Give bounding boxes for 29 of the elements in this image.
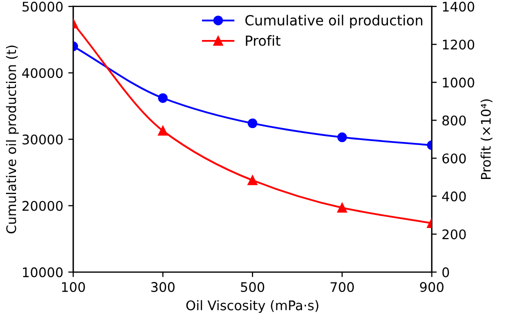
legend-label: Cumulative oil production <box>245 14 422 28</box>
x-tick-label: 300 <box>151 282 175 292</box>
y-tick-label: 20000 <box>22 200 63 211</box>
y-tick-label: 40000 <box>22 68 63 78</box>
x-tick-label: 500 <box>240 282 264 292</box>
y-tick-label: 30000 <box>22 134 63 144</box>
x-tick-label: 700 <box>330 282 354 292</box>
x-tick-label: 900 <box>420 282 444 292</box>
y-tick-label: 50000 <box>22 2 63 12</box>
y2-tick-label: 400 <box>442 191 466 202</box>
legend-label: Profit <box>246 35 280 46</box>
point <box>337 132 347 142</box>
y-tick-label: 10000 <box>22 267 63 278</box>
y-axis-title: Cumulative oil production (t) <box>6 46 19 234</box>
point <box>248 118 258 128</box>
point <box>248 175 258 186</box>
point <box>337 202 347 213</box>
y2-tick-label: 1400 <box>442 2 474 12</box>
x-axis-title: Oil Viscosity (mPa·s) <box>186 300 318 313</box>
y2-tick-label: 0 <box>442 267 450 278</box>
y2-tick-label: 200 <box>442 229 466 240</box>
y2-tick-label: 600 <box>442 153 466 164</box>
x-tick-label: 100 <box>62 282 85 292</box>
point <box>158 126 168 136</box>
y2-tick-label: 800 <box>442 116 466 126</box>
point <box>158 93 168 103</box>
y2-axis-title: Profit (×10⁴) <box>480 99 492 179</box>
y2-tick-label: 1200 <box>442 40 474 50</box>
y2-tick-label: 1000 <box>442 78 474 88</box>
